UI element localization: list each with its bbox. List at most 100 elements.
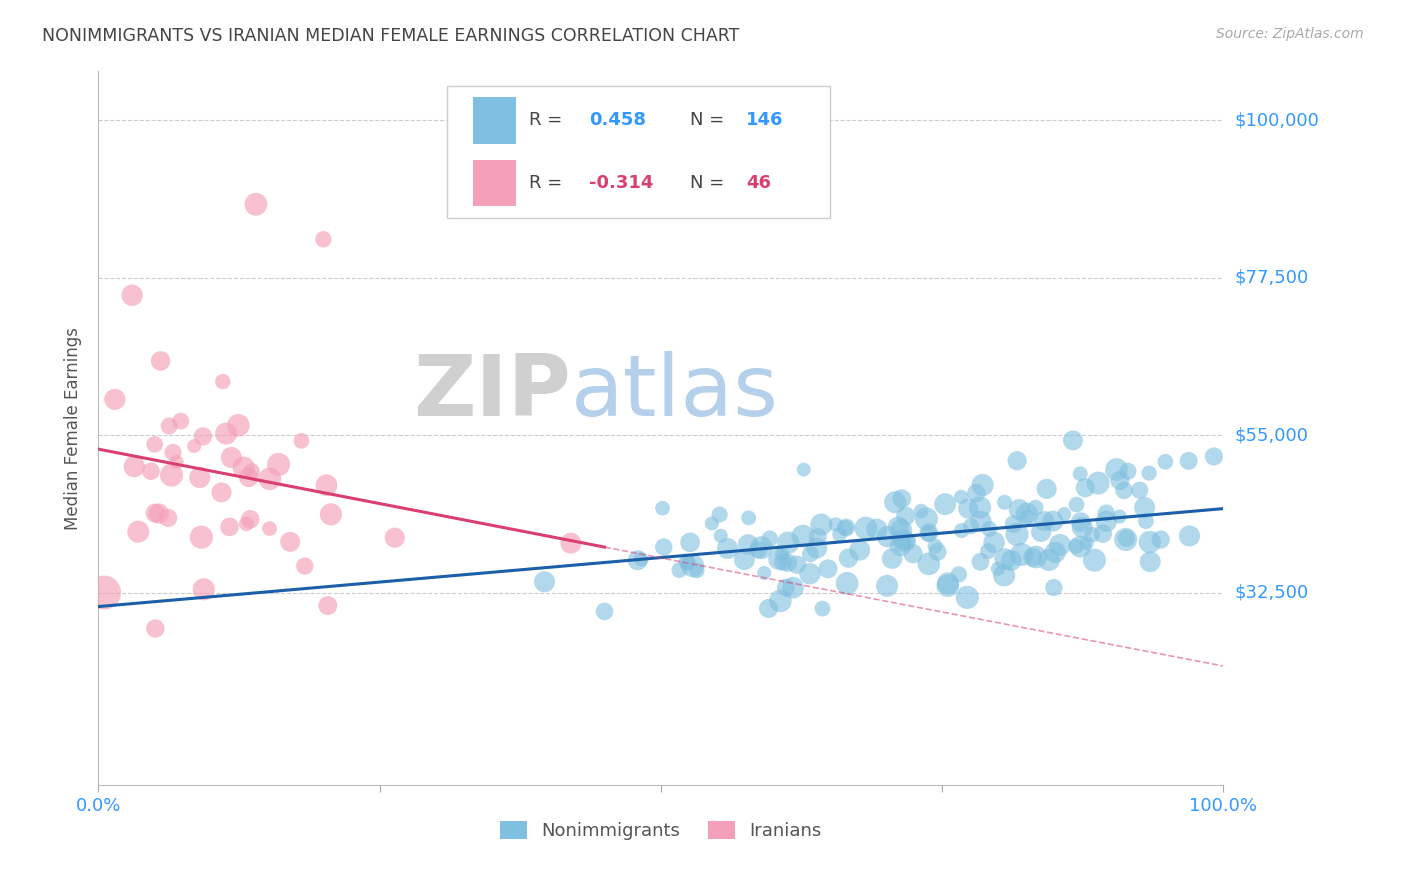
Point — [533, 574, 555, 589]
Point — [1202, 450, 1225, 464]
Text: R =: R = — [529, 112, 568, 129]
Point — [890, 523, 912, 537]
Text: ZIP: ZIP — [413, 351, 571, 434]
Point — [1062, 434, 1084, 448]
Point — [866, 522, 889, 536]
Point — [139, 464, 162, 478]
Point — [1043, 545, 1066, 559]
Point — [278, 534, 301, 549]
Point — [190, 530, 212, 544]
Point — [1064, 539, 1087, 553]
Point — [782, 581, 804, 595]
Point — [93, 585, 115, 599]
Point — [183, 439, 205, 453]
Point — [1177, 454, 1199, 468]
Point — [747, 542, 769, 557]
Point — [890, 491, 912, 506]
Point — [1091, 526, 1114, 541]
Point — [259, 472, 281, 486]
Point — [668, 563, 690, 577]
Point — [1154, 455, 1177, 469]
Point — [896, 534, 918, 549]
Text: atlas: atlas — [571, 351, 779, 434]
Point — [676, 556, 699, 570]
Point — [215, 426, 238, 441]
Point — [384, 531, 406, 545]
Point — [1135, 514, 1157, 528]
Point — [148, 507, 170, 521]
Text: $32,500: $32,500 — [1234, 583, 1309, 601]
Text: N =: N = — [690, 112, 730, 129]
Text: 0.458: 0.458 — [589, 112, 645, 129]
Point — [948, 567, 970, 582]
Point — [232, 460, 254, 475]
Text: 46: 46 — [747, 174, 772, 192]
Point — [778, 535, 800, 549]
Point — [837, 551, 859, 566]
Text: Source: ZipAtlas.com: Source: ZipAtlas.com — [1216, 27, 1364, 41]
Point — [166, 455, 188, 469]
Point — [950, 524, 973, 538]
Point — [121, 288, 143, 302]
Point — [983, 535, 1005, 549]
Point — [754, 566, 776, 580]
Point — [170, 414, 193, 428]
Point — [1087, 476, 1109, 491]
Point — [1069, 540, 1091, 554]
Point — [1081, 527, 1104, 541]
Point — [737, 511, 759, 525]
Point — [122, 459, 145, 474]
Point — [1053, 507, 1076, 521]
Point — [848, 543, 870, 558]
Point — [810, 517, 832, 532]
Point — [965, 486, 987, 500]
Point — [104, 392, 127, 407]
Point — [193, 582, 215, 597]
Text: N =: N = — [690, 174, 730, 192]
Point — [834, 521, 856, 535]
Point — [1139, 535, 1161, 549]
Point — [267, 458, 290, 472]
Point — [211, 375, 233, 389]
Point — [950, 490, 973, 504]
Point — [211, 485, 233, 500]
Point — [676, 555, 699, 569]
Point — [157, 511, 180, 525]
Point — [890, 538, 912, 552]
Point — [1005, 527, 1028, 541]
Point — [768, 552, 790, 566]
Point — [294, 559, 316, 574]
Point — [969, 555, 991, 569]
Point — [891, 534, 914, 549]
Point — [799, 547, 821, 561]
Point — [143, 437, 166, 451]
Point — [1066, 498, 1088, 512]
Point — [630, 552, 652, 566]
Text: R =: R = — [529, 174, 568, 192]
Point — [769, 594, 792, 608]
Point — [927, 545, 949, 559]
Point — [221, 450, 243, 465]
Point — [758, 601, 780, 615]
Point — [979, 522, 1001, 536]
Point — [987, 562, 1010, 576]
Point — [1108, 509, 1130, 524]
Point — [240, 464, 263, 478]
Point — [775, 581, 797, 595]
Point — [1025, 549, 1047, 564]
Point — [1015, 507, 1038, 521]
Point — [316, 599, 339, 613]
Point — [315, 478, 337, 492]
Point — [157, 419, 180, 434]
Point — [1129, 483, 1152, 498]
Point — [1115, 531, 1137, 545]
Text: NONIMMIGRANTS VS IRANIAN MEDIAN FEMALE EARNINGS CORRELATION CHART: NONIMMIGRANTS VS IRANIAN MEDIAN FEMALE E… — [42, 27, 740, 45]
Point — [709, 508, 731, 522]
Point — [1178, 529, 1201, 543]
Point — [934, 497, 956, 511]
Point — [682, 558, 704, 573]
Point — [1076, 536, 1098, 550]
Point — [969, 500, 991, 515]
Point — [1133, 500, 1156, 515]
Point — [1025, 500, 1047, 515]
